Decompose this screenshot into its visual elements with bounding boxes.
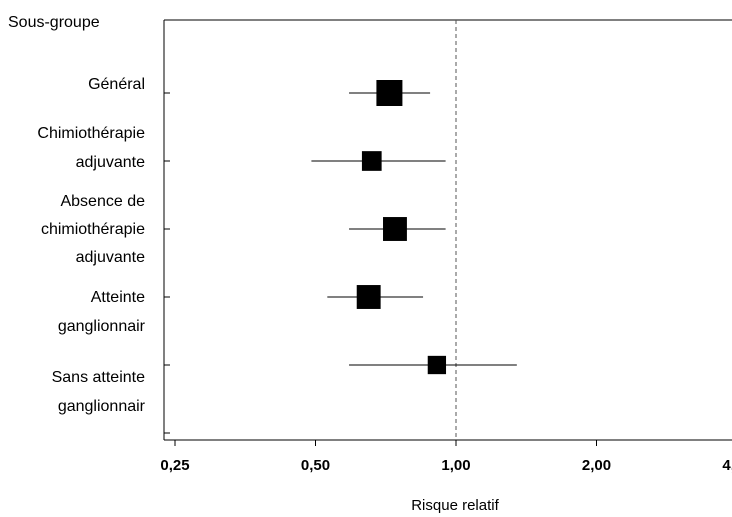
x-axis-title: Risque relatif: [411, 497, 499, 514]
rows-layer: Général Chimiothérapie adjuvante Absence de…: [37, 76, 517, 434]
subgroup-label: Absence de: [60, 193, 145, 210]
x-tick-label: 1,00: [441, 457, 470, 474]
subgroup-label: ganglionnair: [58, 318, 146, 335]
subgroup-label: ganglionnair: [58, 398, 146, 415]
estimate-square: [376, 80, 403, 106]
x-tick-label: 0,25: [160, 457, 189, 474]
subgroup-label: adjuvante: [76, 249, 145, 266]
estimate-square: [427, 355, 447, 375]
subgroup-header: Sous-groupe: [8, 14, 100, 31]
subgroup-label: adjuvante: [76, 154, 145, 171]
estimate-square: [383, 217, 407, 241]
estimate-square: [356, 285, 381, 309]
subgroup-label: Atteinte: [91, 289, 145, 306]
x-ticks-layer: 0,25 0,50 1,00 2,00 4,00: [160, 440, 732, 474]
subgroup-label: Chimiothérapie: [37, 125, 145, 142]
subgroup-label: Général: [88, 76, 145, 93]
x-tick-label: 2,00: [582, 457, 611, 474]
subgroup-label: chimiothérapie: [41, 221, 145, 238]
estimate-square: [361, 151, 382, 171]
x-tick-label: 0,50: [301, 457, 330, 474]
x-tick-label: 4,00: [722, 457, 732, 474]
subgroup-label: Sans atteinte: [52, 369, 146, 386]
